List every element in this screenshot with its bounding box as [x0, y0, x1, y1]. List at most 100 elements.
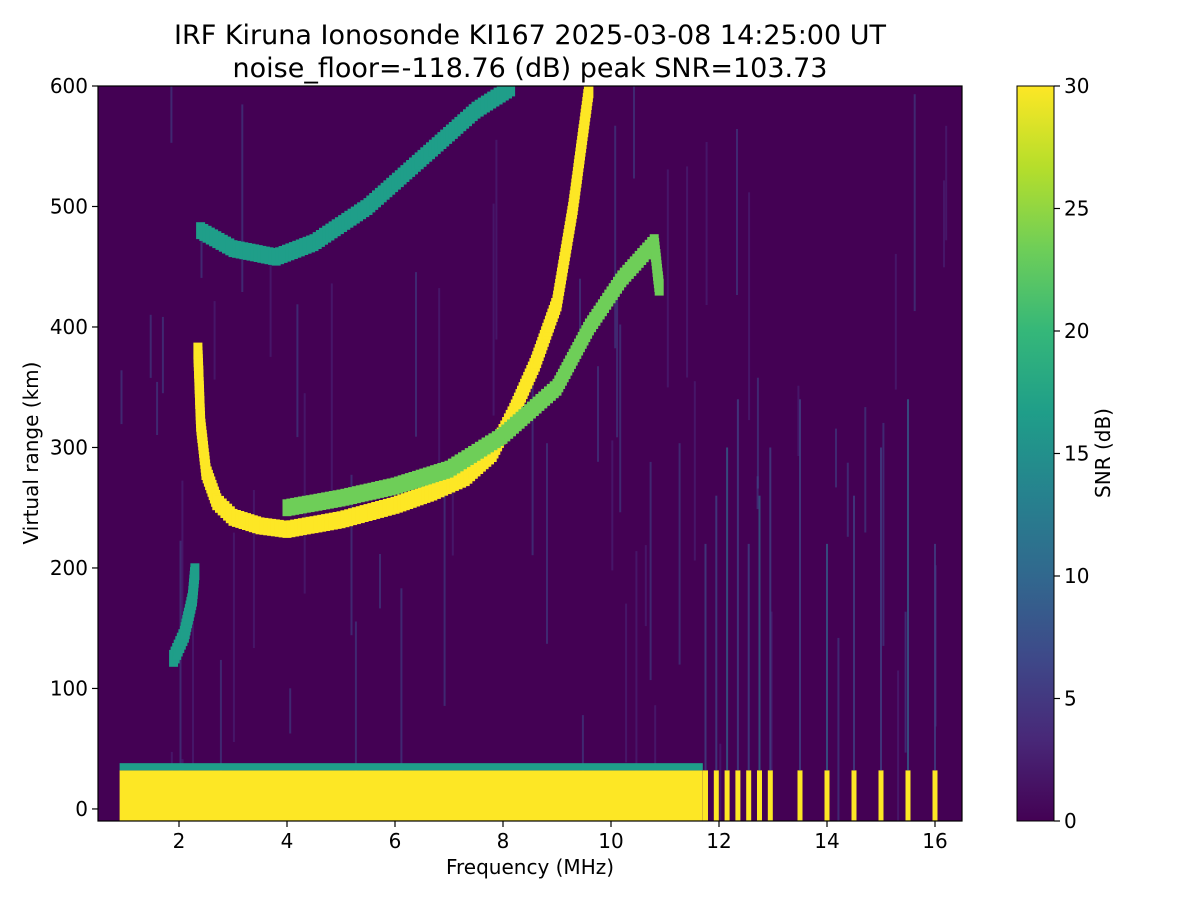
noise-streak	[705, 142, 708, 305]
x-tick-label: 4	[281, 829, 294, 853]
noise-streak	[149, 314, 152, 378]
y-tick-label: 100	[50, 676, 88, 700]
chart-title: IRF Kiruna Ionosonde KI167 2025-03-08 14…	[174, 20, 887, 51]
ground-clutter-band	[119, 770, 703, 821]
noise-streak	[666, 169, 669, 388]
noise-streak	[770, 611, 773, 821]
colorbar-tick-label: 5	[1064, 687, 1077, 711]
noise-streak	[686, 166, 689, 378]
y-tick-label: 400	[50, 315, 88, 339]
channel-streak	[769, 447, 772, 771]
channel-streak	[736, 399, 739, 771]
noise-streak	[644, 545, 647, 627]
colorbar-tick-label: 10	[1064, 564, 1089, 588]
noise-streak	[303, 393, 306, 594]
noise-streak	[232, 532, 235, 742]
noise-streak	[748, 192, 751, 421]
noise-streak	[897, 670, 900, 821]
noise-streak	[835, 428, 837, 488]
noise-streak	[531, 352, 534, 556]
trace-cell	[190, 563, 200, 581]
channel-bar	[703, 770, 708, 821]
noise-streak	[654, 705, 657, 821]
colorbar: 0 5 10 15 20 25 30 SNR (dB)	[1016, 74, 1115, 833]
noise-streak	[756, 476, 759, 510]
channel-bar	[797, 770, 803, 821]
noise-streak	[451, 473, 454, 556]
colorbar-label: SNR (dB)	[1091, 408, 1115, 498]
channel-bar	[932, 770, 938, 821]
channel-bar	[767, 770, 773, 821]
noise-streak	[219, 659, 222, 821]
x-tick-label: 6	[389, 829, 402, 853]
noise-streak	[200, 233, 203, 278]
noise-streak	[864, 407, 867, 533]
y-tick-label: 300	[50, 435, 88, 459]
trace-cell	[506, 86, 516, 97]
noise-streak	[495, 139, 498, 340]
channel-streak	[747, 543, 750, 771]
channel-streak	[826, 543, 828, 771]
colorbar-tick-label: 15	[1064, 442, 1089, 466]
noise-streak	[736, 129, 738, 295]
noise-streak	[837, 637, 840, 821]
noise-streak	[269, 252, 272, 357]
noise-streak	[625, 603, 628, 763]
colorbar-gradient	[1016, 85, 1055, 822]
channel-streak	[907, 399, 909, 771]
x-tick-label: 16	[922, 829, 947, 853]
noise-streak	[846, 462, 849, 537]
noise-streak	[616, 288, 619, 438]
colorbar-tick-label: 25	[1064, 197, 1089, 221]
noise-streak	[678, 443, 681, 665]
noise-streak	[633, 86, 635, 179]
noise-streak	[120, 370, 123, 425]
y-axis-label: Virtual range (km)	[19, 362, 43, 545]
noise-streak	[943, 180, 945, 268]
channel-bar	[724, 770, 730, 821]
noise-streak	[379, 554, 381, 609]
noise-streak	[492, 203, 495, 416]
channel-bar	[757, 770, 762, 821]
noise-streak	[241, 104, 244, 293]
x-axis-label: Frequency (MHz)	[446, 855, 614, 879]
channel-streak	[880, 447, 882, 771]
noise-streak	[619, 324, 622, 513]
channel-bar	[735, 770, 741, 821]
channel-streak	[934, 543, 936, 771]
channel-streak	[799, 399, 801, 771]
noise-streak	[252, 490, 255, 648]
channel-bar	[905, 770, 911, 821]
colorbar-tick-label: 20	[1064, 319, 1089, 343]
noise-streak	[438, 288, 441, 492]
noise-streak	[400, 588, 403, 816]
noise-streak	[904, 611, 907, 753]
noise-streak	[913, 94, 916, 312]
channel-streak	[704, 543, 707, 771]
chart-subtitle: noise_floor=-118.76 (dB) peak SNR=103.73	[233, 53, 828, 84]
noise-streak	[546, 443, 548, 644]
plot-background	[98, 86, 962, 821]
noise-streak	[894, 253, 897, 390]
channel-bar	[878, 770, 884, 821]
noise-streak	[350, 474, 353, 636]
noise-streak	[579, 278, 581, 350]
channel-streak	[726, 447, 729, 771]
x-tick-label: 14	[814, 829, 839, 853]
noise-streak	[635, 551, 638, 775]
channel-bar	[746, 770, 752, 821]
channel-streak	[758, 495, 761, 771]
noise-streak	[693, 381, 696, 561]
noise-streak	[882, 422, 885, 646]
x-axis: 2 4 6 8 10 12 14 16	[173, 821, 948, 853]
channel-bar	[713, 770, 719, 821]
noise-streak	[192, 576, 194, 770]
ground-clutter-edge	[119, 763, 703, 771]
noise-streak	[719, 743, 722, 821]
noise-streak	[597, 366, 599, 462]
y-axis: 0 100 200 300 400 500 600	[50, 74, 98, 821]
noise-streak	[611, 440, 614, 571]
noise-streak	[354, 621, 357, 817]
channel-bar	[851, 770, 857, 821]
